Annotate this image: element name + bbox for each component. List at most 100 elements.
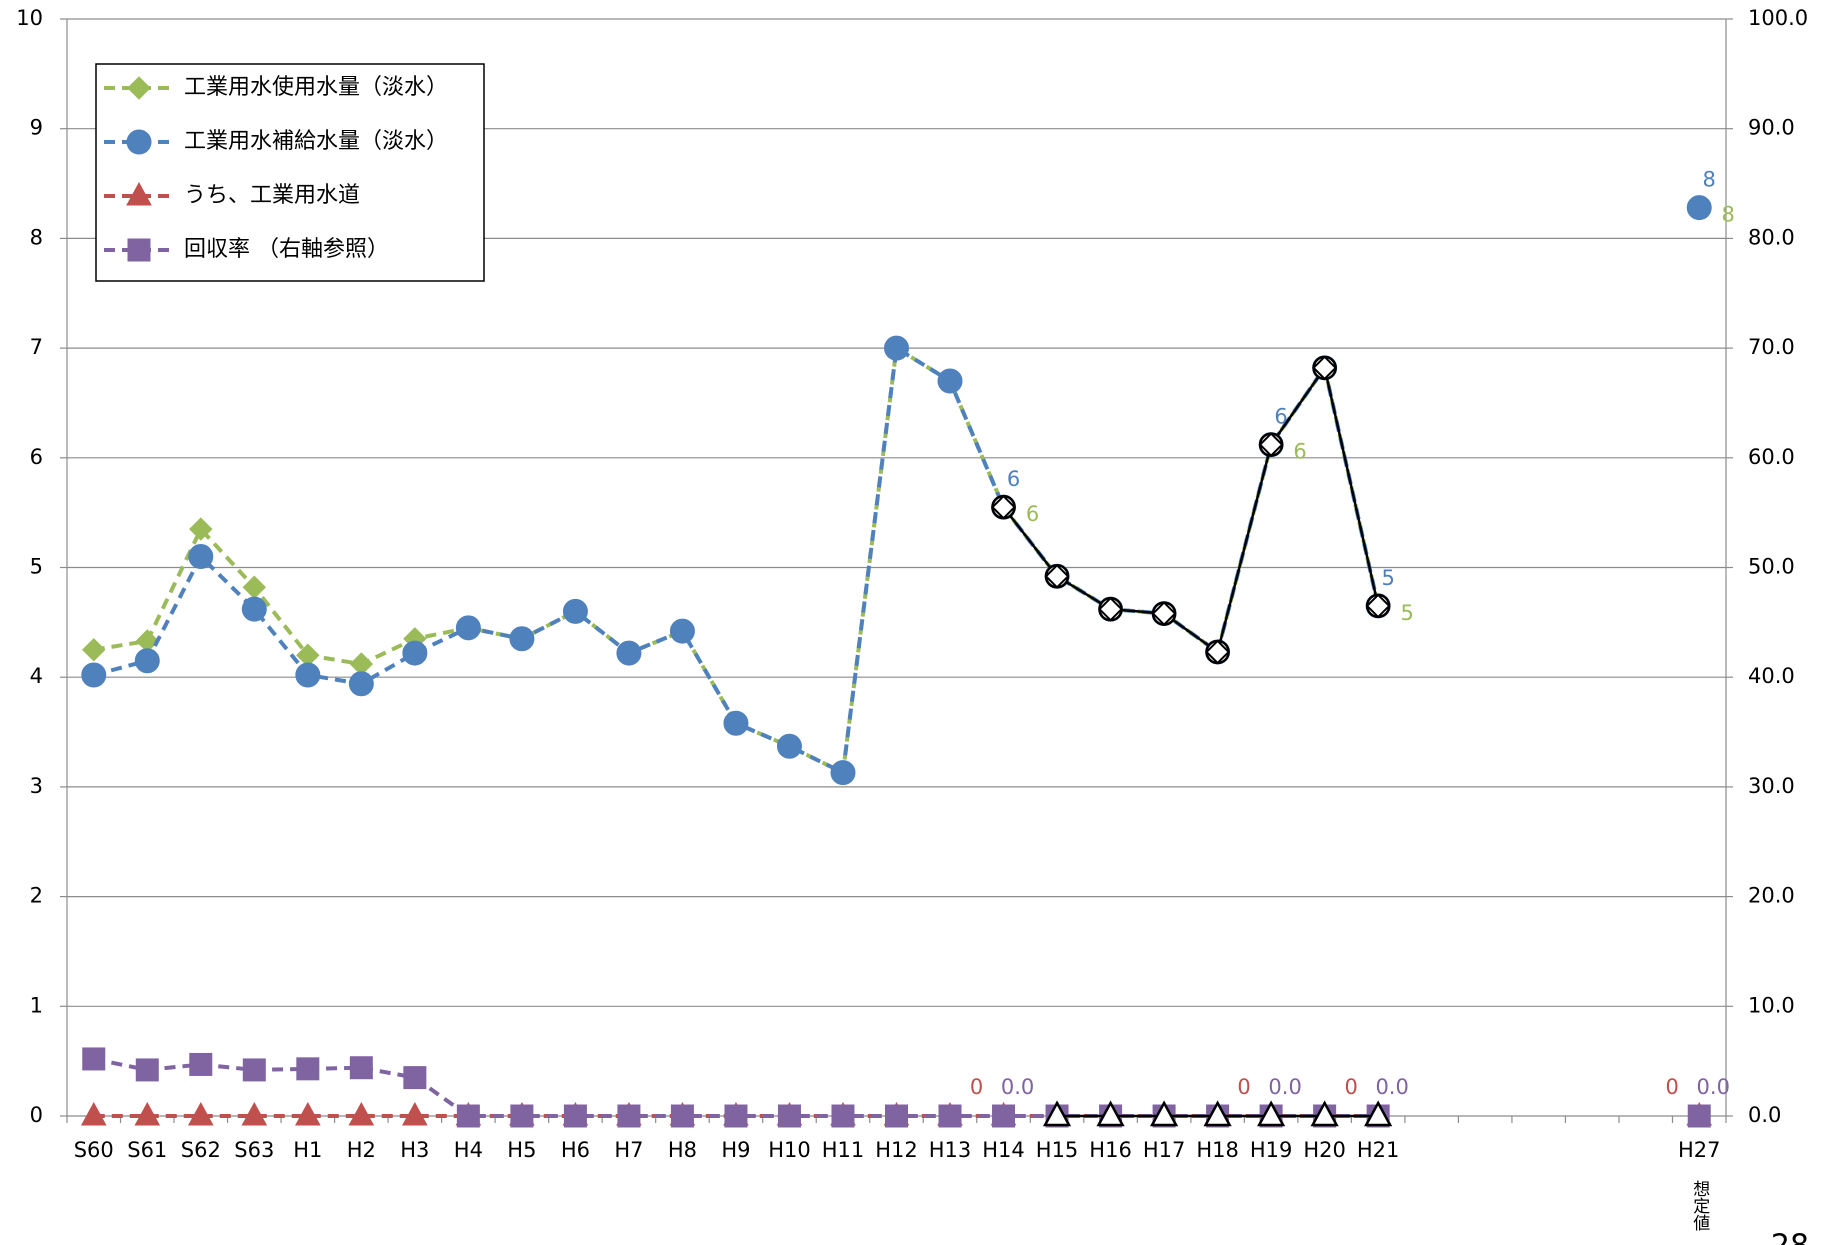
marker-inner — [1312, 355, 1338, 381]
marker — [1042, 1100, 1072, 1127]
marker — [1098, 596, 1123, 622]
data-label: 0 — [1666, 1075, 1679, 1099]
data-label: 8 — [1722, 203, 1735, 227]
data-label: 0.0 — [1697, 1075, 1730, 1099]
marker — [135, 1058, 159, 1082]
marker — [241, 1101, 268, 1126]
y2-tick-label: 40.0 — [1748, 664, 1795, 688]
data-label: 0 — [1344, 1075, 1357, 1099]
marker — [80, 1101, 107, 1126]
marker — [241, 596, 267, 622]
data-label: 6 — [1274, 405, 1287, 429]
x-tick-label: H13 — [929, 1138, 972, 1162]
x-tick-label: H7 — [614, 1138, 643, 1162]
marker — [1203, 1100, 1232, 1127]
legend-label: 回収率 （右軸参照） — [184, 237, 389, 262]
y-tick-label: 4 — [30, 664, 43, 688]
marker — [884, 335, 909, 361]
marker — [1257, 1100, 1286, 1127]
data-label: 0 — [970, 1075, 983, 1099]
legend-box — [95, 63, 485, 282]
x-tick-label: H12 — [875, 1138, 918, 1162]
x-tick-label: H1 — [293, 1138, 322, 1162]
x-tick-label: H20 — [1303, 1138, 1346, 1162]
marker — [82, 638, 106, 662]
category-note: 想定値 — [1689, 1180, 1710, 1231]
y-tick-label: 2 — [30, 884, 43, 908]
data-label: 6 — [1007, 467, 1020, 491]
marker — [81, 662, 107, 688]
marker — [134, 648, 160, 674]
marker — [777, 1104, 801, 1128]
x-tick-label: H2 — [347, 1138, 376, 1162]
y2-tick-label: 50.0 — [1748, 555, 1795, 579]
marker — [937, 368, 963, 394]
y-tick-label: 8 — [30, 225, 43, 249]
marker — [776, 733, 802, 759]
marker — [723, 710, 749, 736]
marker — [187, 1101, 214, 1126]
marker — [724, 1104, 748, 1128]
marker — [617, 1104, 641, 1128]
data-label: 0.0 — [1001, 1075, 1034, 1099]
marker — [885, 1104, 908, 1128]
x-tick-label: H16 — [1089, 1138, 1132, 1162]
marker — [348, 671, 374, 697]
marker — [1365, 593, 1391, 619]
x-tick-label: H14 — [982, 1138, 1025, 1162]
data-label: 5 — [1400, 601, 1413, 625]
marker — [510, 1104, 534, 1128]
y2-tick-label: 20.0 — [1748, 884, 1795, 908]
marker — [402, 1101, 428, 1126]
y-tick-label: 10 — [16, 6, 43, 30]
marker — [294, 1101, 321, 1126]
marker — [1258, 432, 1284, 457]
y2-tick-label: 10.0 — [1748, 993, 1795, 1017]
x-tick-label: S60 — [74, 1138, 114, 1162]
y2-tick-label: 70.0 — [1748, 335, 1795, 359]
marker — [127, 238, 151, 262]
y-tick-label: 3 — [30, 774, 43, 798]
x-tick-label: H8 — [668, 1138, 697, 1162]
marker — [126, 129, 152, 155]
marker — [189, 517, 213, 541]
x-tick-label: H27 — [1678, 1138, 1721, 1162]
marker — [991, 494, 1016, 520]
marker — [296, 1057, 320, 1081]
marker — [509, 626, 535, 652]
x-tick-label: S63 — [234, 1138, 274, 1162]
y-tick-label: 0 — [30, 1103, 43, 1127]
x-tick-label: H18 — [1196, 1138, 1239, 1162]
marker — [670, 1104, 694, 1128]
marker — [669, 618, 695, 644]
y2-tick-label: 30.0 — [1748, 774, 1795, 798]
x-tick-label: H11 — [822, 1138, 865, 1162]
marker — [127, 76, 151, 100]
marker — [242, 1058, 266, 1082]
y2-tick-label: 60.0 — [1748, 445, 1795, 469]
data-label: 6 — [1026, 502, 1039, 526]
marker — [348, 1101, 375, 1126]
marker — [938, 1104, 962, 1128]
marker — [126, 181, 152, 206]
data-label: 0.0 — [1268, 1075, 1301, 1099]
marker — [616, 640, 642, 666]
marker — [134, 1101, 161, 1126]
marker — [992, 1104, 1016, 1128]
marker — [295, 662, 321, 688]
x-tick-label: S62 — [181, 1138, 221, 1162]
x-tick-label: H9 — [721, 1138, 750, 1162]
x-tick-label: H6 — [561, 1138, 590, 1162]
x-tick-label: H3 — [400, 1138, 429, 1162]
marker-inner — [1258, 432, 1284, 458]
data-label: 5 — [1381, 566, 1394, 590]
series — [1042, 1100, 1393, 1127]
data-label: 8 — [1703, 168, 1716, 192]
x-tick-label: H19 — [1250, 1138, 1293, 1162]
x-tick-label: H21 — [1357, 1138, 1400, 1162]
page-number: 28 — [1771, 1229, 1809, 1245]
y2-tick-label: 90.0 — [1748, 116, 1795, 140]
series — [991, 355, 1391, 665]
marker — [1205, 639, 1230, 665]
